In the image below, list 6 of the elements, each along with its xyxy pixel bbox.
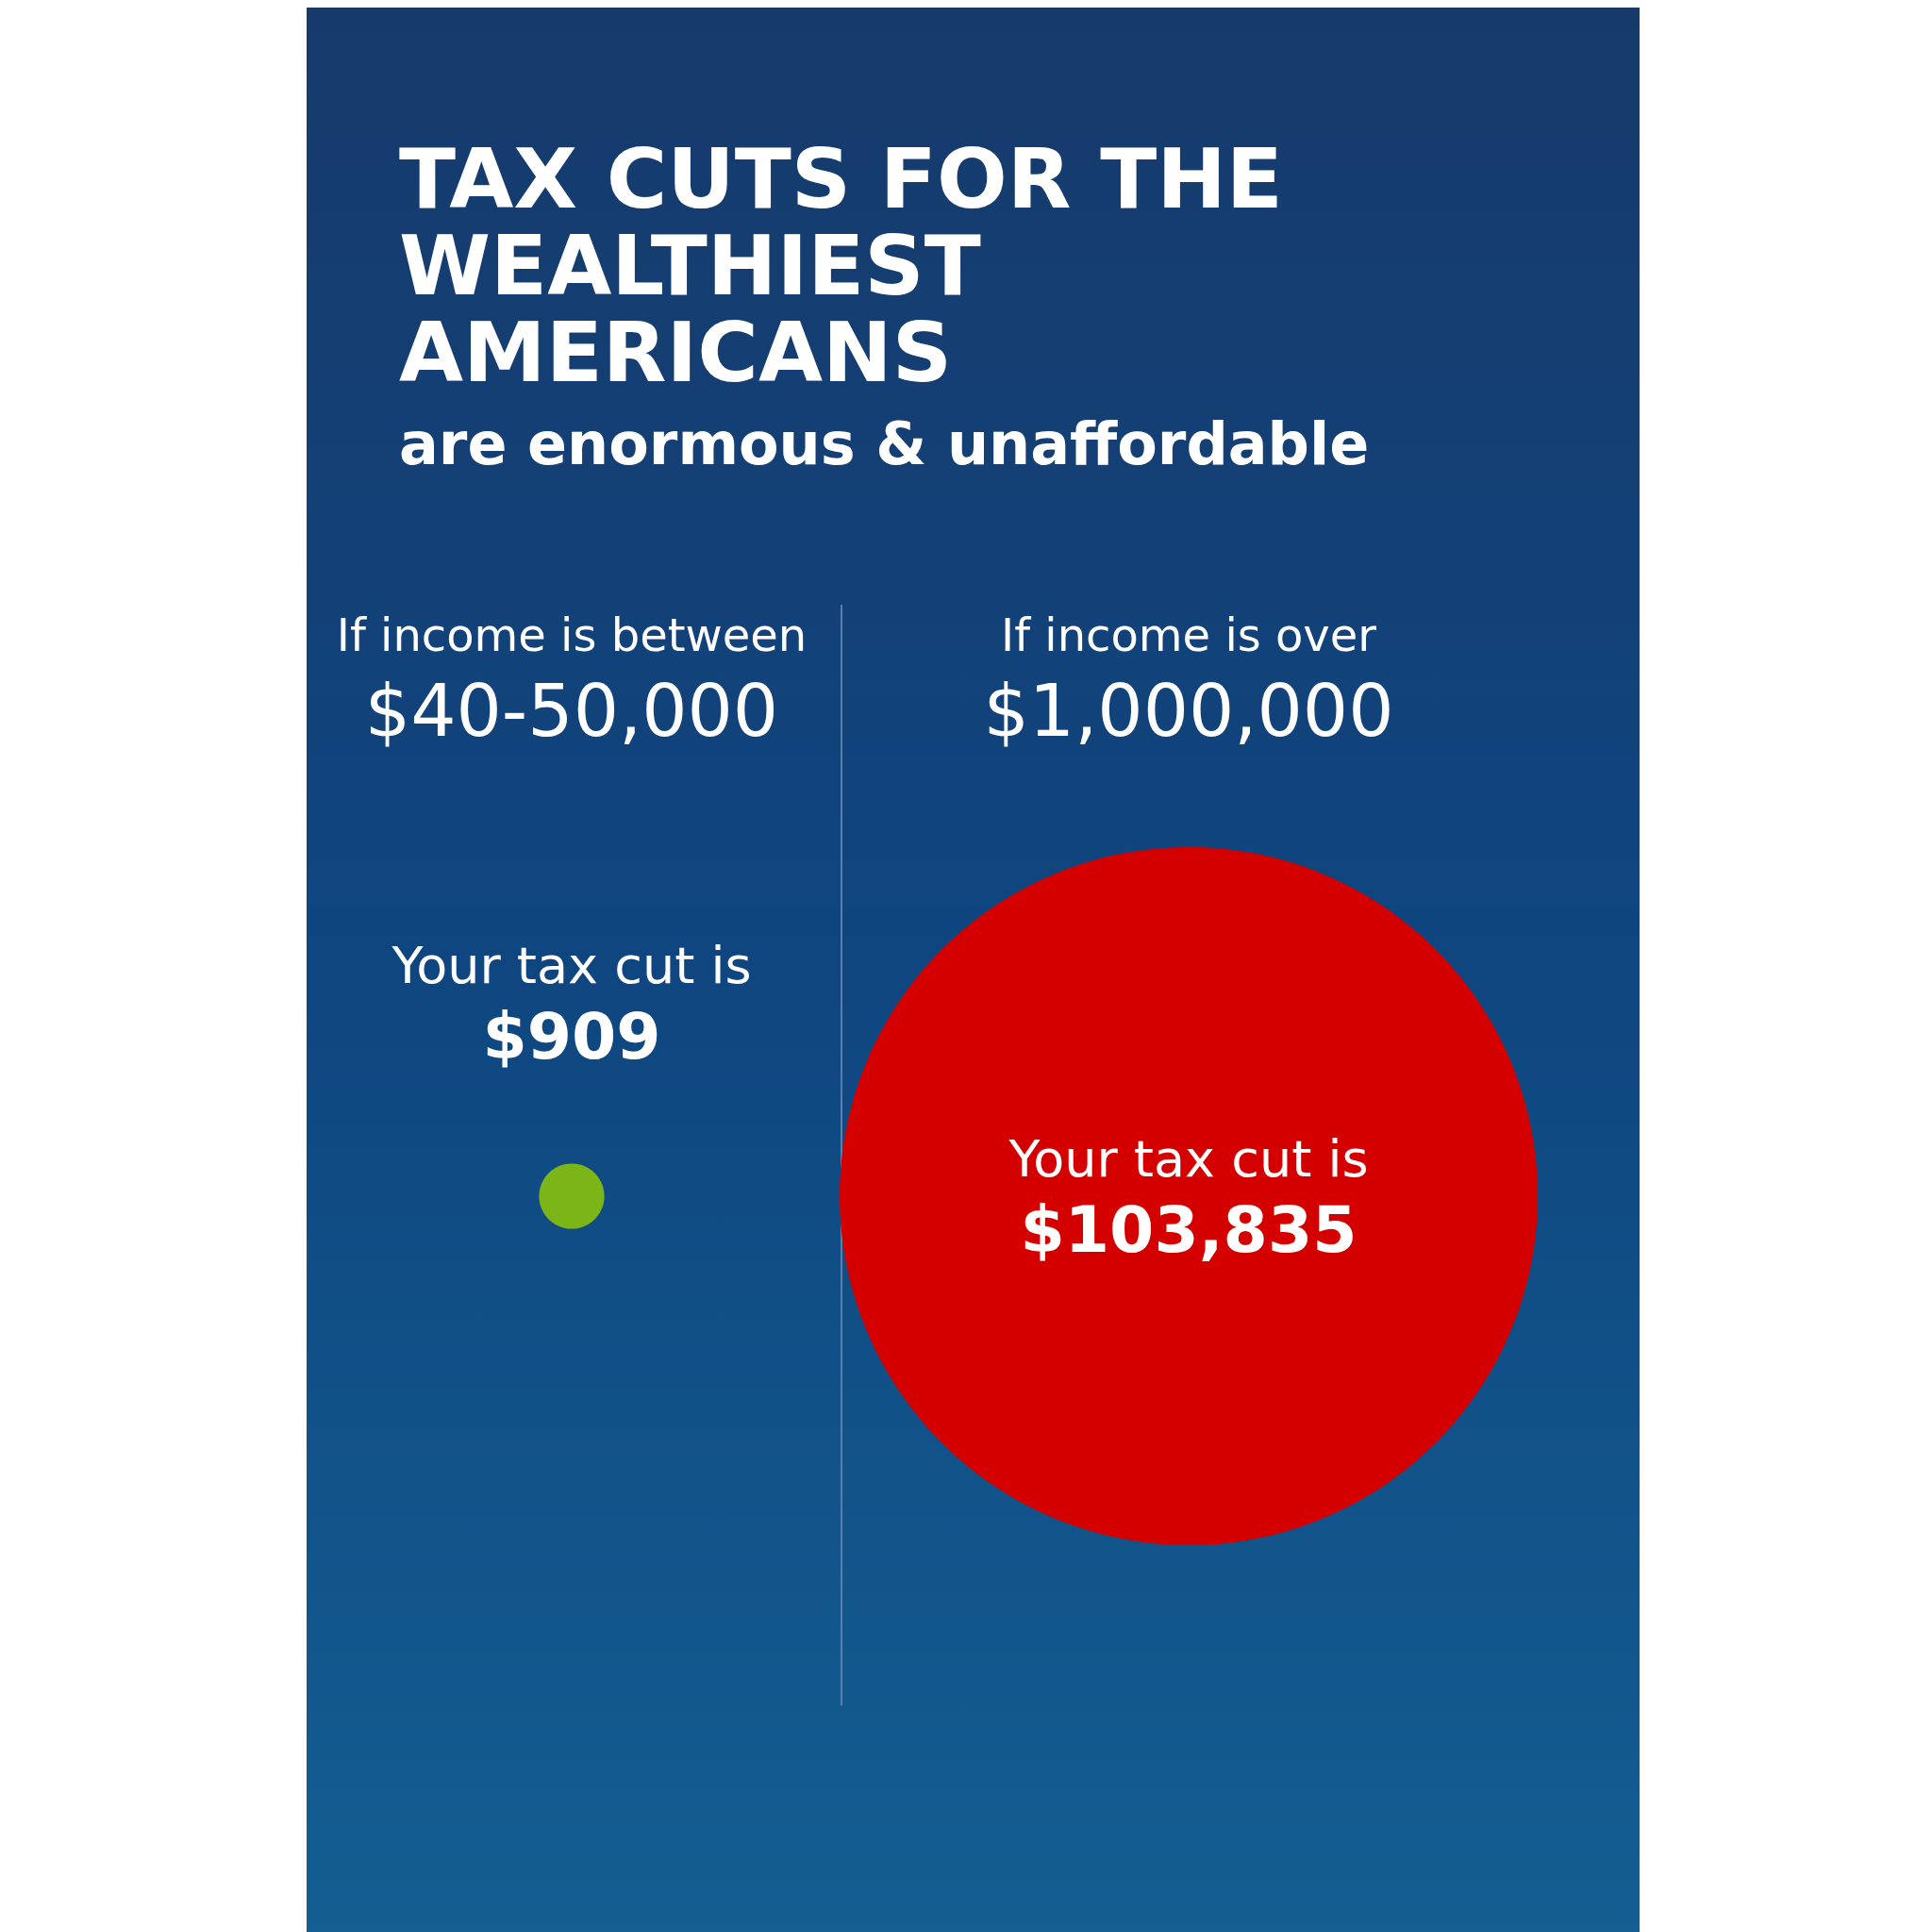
data-label: Your tax cut is $103,835 [1008, 1128, 1369, 1267]
category-label: If income is over $1,000,000 [983, 608, 1394, 753]
data-label: Your tax cut is $909 [391, 935, 752, 1074]
text: are enormous & unaffordable [399, 408, 1370, 478]
text: TAX CUTS FOR THE WEALTHIEST AMERICANS [399, 129, 1312, 401]
category-label: If income is between $40-50,000 [336, 608, 808, 753]
